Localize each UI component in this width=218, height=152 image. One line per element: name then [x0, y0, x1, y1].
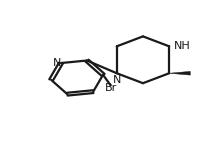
Text: N: N	[53, 58, 61, 68]
Text: N: N	[113, 75, 121, 85]
Text: Br: Br	[105, 83, 118, 93]
Text: NH: NH	[173, 41, 190, 51]
Polygon shape	[169, 71, 190, 75]
